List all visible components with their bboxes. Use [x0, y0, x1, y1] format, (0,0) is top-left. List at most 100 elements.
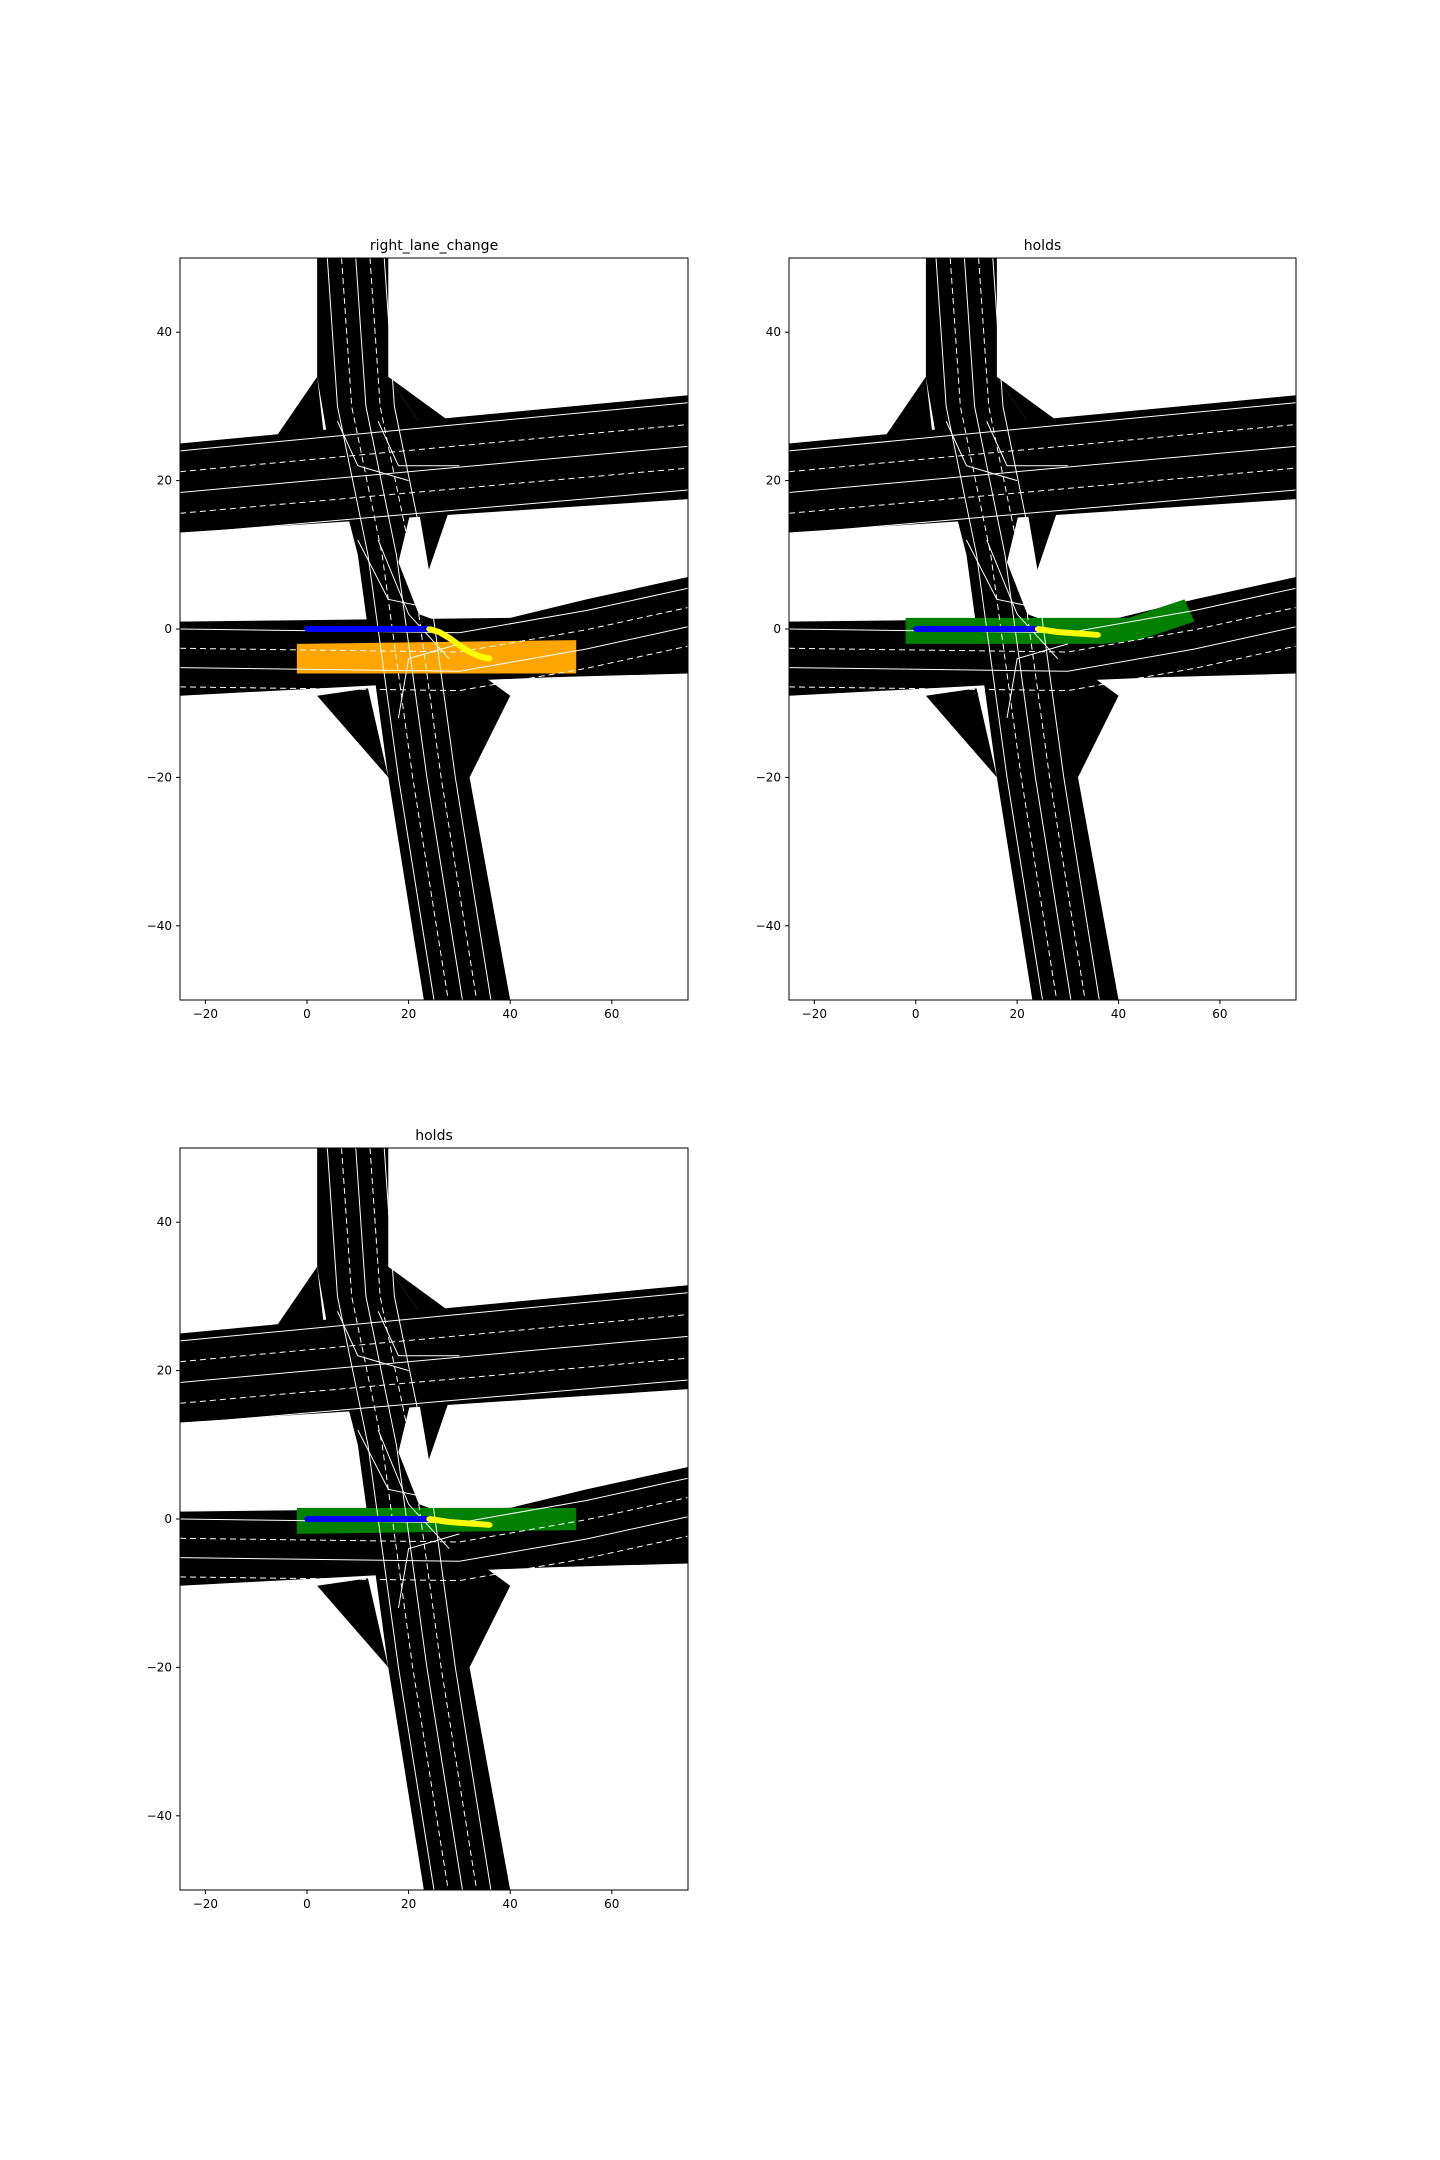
track-point-yellow — [426, 1516, 432, 1522]
turn-curve — [377, 539, 450, 660]
y-tick-label: −40 — [147, 1809, 172, 1823]
lane-line-lower — [180, 1535, 688, 1582]
track-point-blue — [406, 1516, 412, 1522]
turn-curve — [397, 1533, 460, 1609]
track-point-blue — [933, 626, 939, 632]
lane-line-upper — [789, 402, 1296, 452]
lane-line-vertical — [369, 1148, 478, 1890]
lane-line-lower — [180, 626, 688, 672]
lane-line-upper — [180, 402, 688, 452]
turn-curve — [377, 1429, 450, 1550]
track-point-yellow — [1075, 630, 1081, 637]
lane-line-vertical — [978, 258, 1086, 1000]
y-tick-label: 40 — [766, 325, 781, 339]
road-fillet-ne — [388, 1266, 460, 1327]
x-tick-label: 0 — [912, 1007, 920, 1021]
road-fillet-ne — [996, 376, 1068, 437]
turn-curve — [337, 1311, 409, 1372]
x-tick-label: 0 — [303, 1007, 311, 1021]
y-tick-label: 0 — [773, 622, 781, 636]
road-upper — [789, 395, 1296, 533]
track-point-blue — [923, 626, 929, 632]
turn-curve — [357, 539, 460, 615]
track-point-blue — [375, 1516, 381, 1522]
lane-line-vertical — [341, 1148, 449, 1890]
road-fillet-nw — [276, 376, 328, 466]
turn-curve — [377, 1311, 460, 1357]
road-fillet-nw — [276, 1266, 328, 1356]
track-point-yellow — [456, 1520, 462, 1526]
lane-line-upper — [180, 1357, 688, 1404]
x-tick-label: 40 — [503, 1897, 518, 1911]
lane-line-upper — [789, 489, 1296, 535]
road-fillet-e — [418, 1400, 450, 1460]
lane-line-vertical — [355, 1148, 463, 1890]
lane-line-vertical — [326, 1148, 435, 1890]
road-fillet-sw — [317, 688, 389, 778]
track-point-blue — [304, 1516, 310, 1522]
panel-0: −20 0 20 40 60 −40 −20 0 20 40 right_lane_change — [147, 238, 689, 1021]
track-point-yellow — [1044, 627, 1051, 634]
turn-curve — [357, 1429, 460, 1505]
turn-curve — [986, 539, 1059, 660]
track-point-blue — [314, 626, 320, 632]
road-fillet-sw — [317, 1578, 389, 1668]
track-point-blue — [385, 626, 391, 632]
track-point-blue — [1014, 626, 1020, 632]
track-point-blue — [963, 626, 970, 632]
y-tick-label: 40 — [157, 325, 172, 339]
lane-line-vertical — [369, 258, 478, 1000]
lane-line-upper — [180, 424, 688, 473]
lane-line-upper — [180, 1379, 688, 1425]
track-point-blue — [334, 1516, 341, 1522]
turn-curve — [966, 539, 1068, 615]
lane-line-lower — [789, 626, 1296, 672]
turn-curve — [397, 643, 460, 719]
lane-line-vertical — [935, 258, 1043, 1000]
lane-line-vertical — [341, 258, 449, 1000]
panel-title: holds — [1024, 238, 1062, 254]
panel-2: −20 0 20 40 60 −40 −20 0 20 40 holds — [147, 1128, 689, 1911]
road-map — [180, 258, 688, 1000]
track-point-blue — [1024, 626, 1030, 632]
track-point-blue — [943, 626, 949, 632]
lane-line-vertical — [949, 258, 1058, 1000]
track-point-blue — [334, 626, 341, 632]
track-point-yellow — [477, 1521, 483, 1527]
x-tick-label: 40 — [503, 1007, 518, 1021]
lane-line-upper — [180, 489, 688, 535]
track-point-yellow — [466, 1520, 473, 1527]
track-point-blue — [375, 626, 381, 632]
lane-highlight — [905, 599, 1195, 644]
track-point-blue — [365, 1516, 371, 1522]
track-point-blue — [416, 1516, 422, 1522]
y-tick-label: 0 — [164, 1512, 172, 1526]
road-upper — [180, 395, 688, 533]
lane-line-vertical — [383, 258, 492, 1000]
lane-line-upper — [180, 1314, 688, 1363]
turn-curve — [337, 421, 409, 482]
track-point-blue — [345, 1516, 351, 1522]
x-tick-label: 20 — [401, 1897, 416, 1911]
lane-line-vertical — [383, 1148, 492, 1890]
turn-curve — [986, 421, 1068, 467]
track-point-blue — [913, 626, 919, 632]
track-point-blue — [345, 626, 351, 632]
lane-line-vertical — [963, 258, 1072, 1000]
track-point-blue — [395, 1516, 402, 1522]
track-point-blue — [314, 1516, 320, 1522]
track-point-blue — [365, 626, 371, 632]
y-tick-label: −20 — [147, 1660, 172, 1674]
track-point-yellow — [436, 629, 442, 635]
x-tick-label: 40 — [1111, 1007, 1126, 1021]
panel-1: −20 0 20 40 60 −40 −20 0 20 40 holds — [756, 238, 1297, 1021]
lane-line-vertical — [992, 258, 1100, 1000]
lane-line-lower — [789, 606, 1296, 653]
track-point-blue — [416, 626, 422, 632]
y-tick-label: 20 — [766, 474, 781, 488]
lane-line-lower — [789, 645, 1296, 692]
y-tick-label: 0 — [164, 622, 172, 636]
x-tick-label: −20 — [193, 1897, 218, 1911]
lane-line-lower — [180, 1496, 688, 1543]
